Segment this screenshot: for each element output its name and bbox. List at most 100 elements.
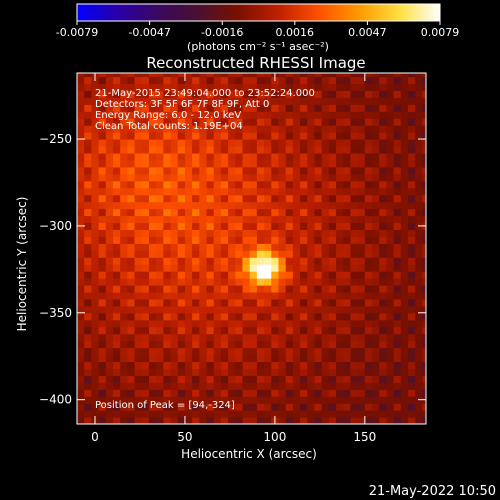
heatmap-cell (77, 278, 85, 286)
heatmap-cell (206, 284, 215, 293)
heatmap-cell (350, 284, 359, 293)
heatmap-cell (372, 278, 380, 286)
heatmap-cell (372, 236, 380, 244)
heatmap-cell (400, 97, 409, 105)
heatmap-cell (220, 264, 229, 272)
heatmap-cell (264, 264, 272, 272)
heatmap-cell (336, 139, 344, 147)
heatmap-cell (120, 396, 128, 404)
heatmap-cell (199, 257, 208, 265)
heatmap-cell (120, 319, 128, 328)
heatmap-cell (156, 166, 164, 175)
heatmap-cell (184, 125, 193, 133)
heatmap-cell (105, 333, 114, 342)
heatmap-cell (328, 236, 337, 244)
heatmap-cell (364, 125, 373, 133)
heatmap-cell (206, 243, 215, 251)
heatmap-cell (77, 173, 85, 182)
heatmap-cell (328, 243, 337, 251)
heatmap-cell (264, 145, 272, 154)
heatmap-cell (249, 83, 258, 91)
heatmap-cell (228, 410, 236, 418)
heatmap-cell (422, 333, 426, 342)
heatmap-cell (170, 118, 179, 126)
heatmap-cell (112, 139, 121, 147)
heatmap-cell (98, 340, 107, 349)
heatmap-cell (242, 145, 251, 154)
heatmap-cell (112, 347, 121, 356)
heatmap-cell (177, 312, 186, 321)
heatmap-cell (91, 354, 100, 363)
heatmap-cell (112, 243, 121, 251)
heatmap-cell (408, 361, 416, 369)
heatmap-cell (84, 194, 92, 203)
heatmap-cell (336, 111, 344, 119)
heatmap-cell (278, 354, 287, 363)
heatmap-cell (213, 125, 222, 133)
heatmap-cell (77, 354, 85, 363)
heatmap-cell (220, 187, 229, 196)
heatmap-cell (141, 278, 150, 286)
heatmap-cell (206, 125, 215, 133)
heatmap-cell (357, 201, 366, 210)
heatmap-cell (328, 229, 337, 237)
heatmap-cell (386, 333, 395, 342)
heatmap-cell (307, 166, 316, 175)
heatmap-cell (264, 382, 272, 390)
heatmap-cell (242, 229, 251, 237)
heatmap-cell (105, 125, 114, 133)
heatmap-cell (264, 305, 272, 314)
heatmap-cell (213, 229, 222, 237)
heatmap-cell (292, 243, 301, 251)
heatmap-cell (127, 333, 136, 342)
heatmap-cell (408, 312, 416, 321)
heatmap-cell (112, 236, 121, 244)
heatmap-cell (170, 340, 179, 349)
heatmap-cell (408, 139, 416, 147)
heatmap-cell (84, 312, 92, 321)
axis-ticks: 0 50 100 150−250−300−350−400 (39, 73, 426, 444)
heatmap-cell (170, 111, 179, 119)
heatmap-cell (156, 111, 164, 119)
heatmap-cell (357, 215, 366, 224)
heatmap-cell (84, 180, 92, 189)
heatmap-cell (364, 194, 373, 203)
heatmap-cell (292, 111, 301, 119)
heatmap-cell (321, 312, 330, 321)
heatmap-cell (372, 187, 380, 196)
heatmap-cell (386, 278, 395, 286)
heatmap-cell (134, 159, 143, 168)
heatmap-cell (199, 291, 208, 300)
heatmap-cell (422, 312, 426, 321)
heatmap-cell (242, 90, 251, 98)
heatmap-cell (285, 298, 294, 307)
heatmap-cell (350, 215, 359, 224)
heatmap-cell (285, 347, 294, 356)
heatmap-cell (271, 375, 280, 383)
heatmap-cell (199, 76, 208, 85)
heatmap-cell (278, 73, 287, 78)
heatmap-cell (228, 118, 236, 126)
heatmap-cell (372, 319, 380, 328)
heatmap-cell (336, 361, 344, 369)
heatmap-cell (307, 354, 316, 363)
heatmap-cell (400, 257, 409, 265)
heatmap-cell (328, 111, 337, 119)
heatmap-cell (300, 354, 308, 363)
heatmap-cell (292, 410, 301, 418)
heatmap-cell (156, 125, 164, 133)
heatmap-cell (235, 208, 244, 217)
heatmap-cell (112, 257, 121, 265)
heatmap-cell (292, 159, 301, 168)
heatmap-cell (285, 305, 294, 314)
heatmap-cell (364, 145, 373, 154)
heatmap-cell (148, 319, 157, 328)
heatmap-cell (314, 403, 323, 411)
heatmap-cell (105, 243, 114, 251)
heatmap-cell (105, 305, 114, 314)
heatmap-cell (400, 347, 409, 356)
heatmap-cell (336, 73, 344, 78)
heatmap-cell (364, 73, 373, 78)
heatmap-cell (84, 166, 92, 175)
heatmap-cell (163, 208, 172, 217)
